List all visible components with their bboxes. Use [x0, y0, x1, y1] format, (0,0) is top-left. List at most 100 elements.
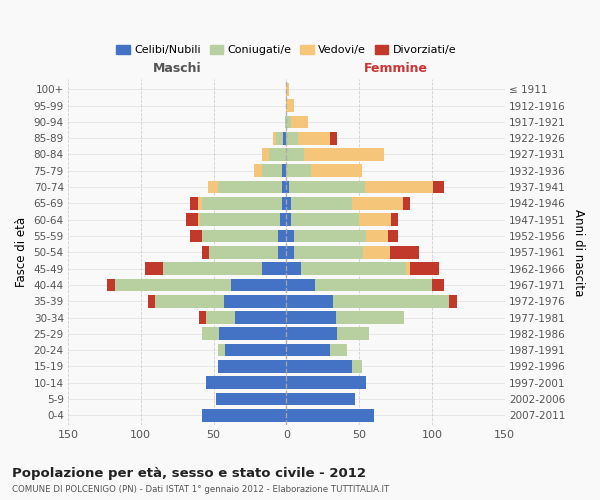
- Bar: [197, 214, 200, 226]
- Bar: [209, 246, 278, 258]
- Legend: Celibi/Nubili, Coniugati/e, Vedovi/e, Divorziati/e: Celibi/Nubili, Coniugati/e, Vedovi/e, Di…: [112, 40, 461, 60]
- Bar: [262, 164, 282, 177]
- Bar: [190, 197, 197, 210]
- Bar: [286, 376, 367, 389]
- Bar: [286, 148, 304, 161]
- Bar: [206, 311, 235, 324]
- Bar: [286, 360, 352, 373]
- Bar: [389, 246, 419, 258]
- Bar: [208, 180, 218, 194]
- Bar: [316, 278, 432, 291]
- Bar: [293, 246, 364, 258]
- Bar: [163, 262, 262, 275]
- Bar: [285, 116, 286, 128]
- Bar: [190, 230, 202, 242]
- Bar: [231, 278, 286, 291]
- Bar: [286, 392, 355, 406]
- Bar: [202, 197, 282, 210]
- Bar: [286, 262, 301, 275]
- Bar: [202, 328, 220, 340]
- Bar: [224, 295, 286, 308]
- Bar: [311, 164, 362, 177]
- Bar: [286, 164, 311, 177]
- Bar: [410, 262, 439, 275]
- Text: Femmine: Femmine: [364, 62, 427, 74]
- Bar: [286, 328, 337, 340]
- Bar: [286, 197, 290, 210]
- Bar: [449, 295, 457, 308]
- Bar: [337, 328, 369, 340]
- Bar: [282, 180, 286, 194]
- Bar: [186, 214, 197, 226]
- Bar: [406, 262, 410, 275]
- Bar: [333, 295, 449, 308]
- Bar: [367, 230, 388, 242]
- Bar: [217, 392, 286, 406]
- Bar: [273, 132, 276, 144]
- Bar: [388, 230, 398, 242]
- Text: COMUNE DI POLCENIGO (PN) - Dati ISTAT 1° gennaio 2012 - Elaborazione TUTTITALIA.: COMUNE DI POLCENIGO (PN) - Dati ISTAT 1°…: [12, 485, 389, 494]
- Bar: [276, 132, 283, 144]
- Bar: [364, 246, 389, 258]
- Bar: [290, 116, 308, 128]
- Bar: [286, 344, 330, 356]
- Bar: [278, 230, 286, 242]
- Bar: [262, 148, 269, 161]
- Bar: [286, 116, 290, 128]
- Bar: [286, 246, 293, 258]
- Bar: [282, 197, 286, 210]
- Bar: [254, 164, 262, 177]
- Bar: [336, 311, 404, 324]
- Bar: [200, 214, 280, 226]
- Bar: [298, 132, 330, 144]
- Bar: [286, 409, 374, 422]
- Bar: [148, 295, 155, 308]
- Bar: [202, 230, 278, 242]
- Bar: [352, 197, 403, 210]
- Bar: [286, 278, 316, 291]
- Bar: [278, 246, 286, 258]
- Bar: [199, 311, 206, 324]
- Bar: [286, 180, 289, 194]
- Bar: [280, 214, 286, 226]
- Bar: [269, 148, 286, 161]
- Bar: [282, 164, 286, 177]
- Bar: [286, 295, 333, 308]
- Bar: [290, 197, 352, 210]
- Bar: [433, 180, 443, 194]
- Bar: [432, 278, 443, 291]
- Bar: [286, 311, 336, 324]
- Bar: [218, 180, 282, 194]
- Y-axis label: Fasce di età: Fasce di età: [15, 218, 28, 288]
- Bar: [286, 214, 290, 226]
- Text: Popolazione per età, sesso e stato civile - 2012: Popolazione per età, sesso e stato civil…: [12, 468, 366, 480]
- Bar: [202, 246, 209, 258]
- Bar: [235, 311, 286, 324]
- Bar: [330, 132, 337, 144]
- Bar: [225, 344, 286, 356]
- Bar: [403, 197, 410, 210]
- Y-axis label: Anni di nascita: Anni di nascita: [572, 208, 585, 296]
- Bar: [286, 230, 293, 242]
- Bar: [293, 230, 367, 242]
- Bar: [197, 197, 202, 210]
- Bar: [107, 278, 115, 291]
- Text: Maschi: Maschi: [153, 62, 202, 74]
- Bar: [352, 360, 362, 373]
- Bar: [218, 360, 286, 373]
- Bar: [283, 132, 286, 144]
- Bar: [304, 148, 384, 161]
- Bar: [286, 83, 289, 96]
- Bar: [289, 180, 365, 194]
- Bar: [218, 344, 225, 356]
- Bar: [286, 99, 293, 112]
- Bar: [145, 262, 163, 275]
- Bar: [202, 409, 286, 422]
- Bar: [155, 295, 224, 308]
- Bar: [330, 344, 347, 356]
- Bar: [391, 214, 398, 226]
- Bar: [115, 278, 231, 291]
- Bar: [206, 376, 286, 389]
- Bar: [286, 132, 298, 144]
- Bar: [220, 328, 286, 340]
